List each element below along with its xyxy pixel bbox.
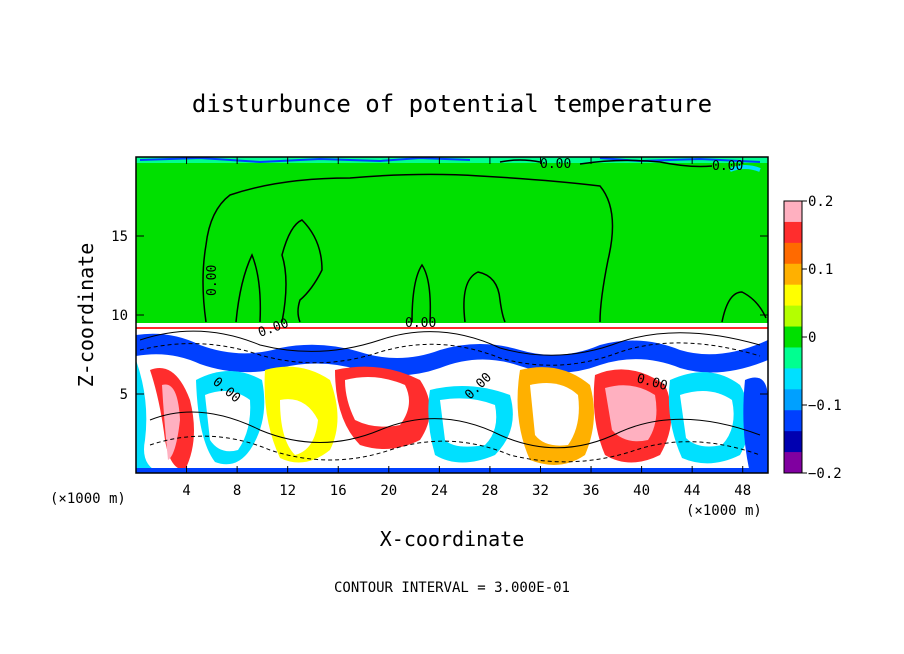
- contour-label: 0.00: [205, 265, 220, 296]
- colorbar-swatch: [784, 305, 802, 328]
- colorbar-tick-label: −0.1: [808, 398, 842, 414]
- x-unit-label-right: (×1000 m): [686, 503, 762, 519]
- colorbar-swatch: [784, 410, 802, 432]
- x-axis-title: X-coordinate: [380, 527, 525, 551]
- x-tick-label: 40: [633, 483, 650, 499]
- colorbar: 0.2 0.1 0 −0.1 −0.2: [783, 194, 842, 482]
- contour-label: 0.00: [405, 316, 436, 331]
- x-tick-label: 48: [734, 483, 751, 499]
- y-tick-label: 15: [111, 229, 128, 245]
- colorbar-swatch: [784, 389, 802, 411]
- y-axis: 5 10 15: [111, 229, 768, 403]
- colorbar-swatch: [784, 452, 802, 474]
- chart-title: disturbunce of potential temperature: [192, 90, 712, 118]
- x-tick-label: 4: [182, 483, 190, 499]
- colorbar-swatch: [784, 326, 802, 348]
- x-tick-label: 8: [233, 483, 241, 499]
- x-tick-label: 36: [583, 483, 600, 499]
- colorbar-tick-label: 0.1: [808, 262, 833, 278]
- upper-field: [136, 157, 768, 325]
- colorbar-swatch: [784, 263, 802, 286]
- colorbar-swatch: [784, 431, 802, 453]
- plot-field: [135, 156, 769, 474]
- y-tick-label: 5: [120, 387, 128, 403]
- colorbar-tick-label: 0.2: [808, 194, 833, 210]
- x-unit-label: (×1000 m): [50, 491, 126, 507]
- lower-field: [136, 323, 768, 473]
- x-tick-label: 28: [481, 483, 498, 499]
- x-tick-label: 20: [380, 483, 397, 499]
- colorbar-swatch: [784, 242, 802, 265]
- y-tick-label: 10: [111, 308, 128, 324]
- colorbar-swatch: [784, 368, 802, 390]
- x-tick-label: 44: [684, 483, 701, 499]
- x-tick-label: 32: [532, 483, 549, 499]
- colorbar-swatch: [784, 221, 802, 244]
- x-tick-label: 24: [431, 483, 448, 499]
- colorbar-swatch: [784, 347, 802, 369]
- y-axis-title: Z-coordinate: [74, 243, 98, 388]
- colorbar-swatch: [784, 284, 802, 307]
- colorbar-swatch: [784, 201, 802, 223]
- contour-interval-note: CONTOUR INTERVAL = 3.000E-01: [334, 580, 570, 596]
- colorbar-tick-label: 0: [808, 330, 816, 346]
- colorbar-tick-label: −0.2: [808, 466, 842, 482]
- x-tick-label: 12: [279, 483, 296, 499]
- contour-label: 0.00: [712, 159, 743, 174]
- contour-label: 0.00: [540, 157, 571, 172]
- x-tick-label: 16: [330, 483, 347, 499]
- x-axis: 4 8 12 16 20 24 28 32 36 40 44 48: [182, 157, 751, 499]
